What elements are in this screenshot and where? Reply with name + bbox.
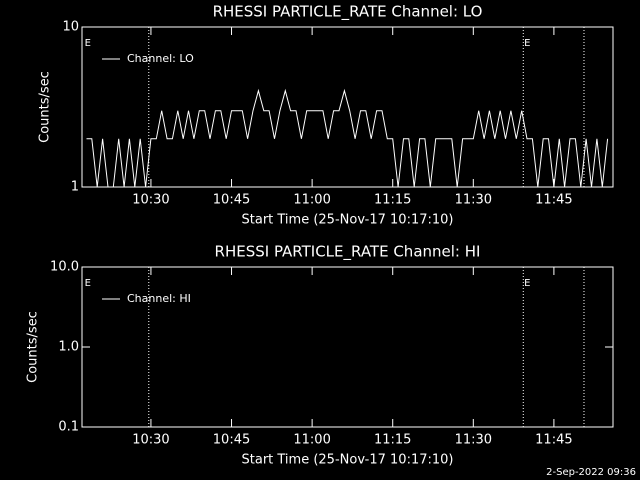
x-axis-label: Start Time (25-Nov-17 10:17:10) (242, 213, 454, 228)
plot-frame (81, 26, 614, 188)
y-axis-label: Counts/sec (26, 311, 41, 383)
annotation: E (524, 38, 530, 49)
footer: 2-Sep-2022 09:36 (546, 467, 636, 478)
chart-title: RHESSI PARTICLE_RATE Channel: LO (213, 3, 483, 22)
x-axis-label: Start Time (25-Nov-17 10:17:10) (242, 453, 454, 468)
x-tick-label: 11:15 (374, 193, 411, 208)
y-tick-label: 10.0 (50, 260, 79, 275)
x-tick-label: 10:45 (213, 433, 250, 448)
x-tick-label: 11:45 (535, 193, 572, 208)
chart-title: RHESSI PARTICLE_RATE Channel: HI (215, 243, 481, 262)
x-tick-label: 11:15 (374, 433, 411, 448)
x-tick-label: 11:30 (455, 433, 492, 448)
y-axis-label: Counts/sec (38, 71, 53, 143)
x-tick-label: 11:00 (293, 193, 330, 208)
x-tick-label: 10:30 (132, 433, 169, 448)
legend-label: Channel: HI (127, 292, 191, 305)
y-tick-label: 0.1 (58, 420, 79, 435)
legend-label: Channel: LO (127, 52, 194, 65)
x-tick-label: 11:00 (293, 433, 330, 448)
x-tick-label: 11:30 (455, 193, 492, 208)
y-tick-label: 1.0 (58, 340, 79, 355)
annotation: E (524, 278, 530, 289)
y-tick-label: 10 (62, 20, 79, 35)
y-tick-label: 1 (71, 180, 79, 195)
data-line (86, 88, 609, 188)
x-tick-label: 10:45 (213, 193, 250, 208)
annotation: E (85, 278, 91, 289)
annotation: E (85, 38, 91, 49)
x-tick-label: 10:30 (132, 193, 169, 208)
x-tick-label: 11:45 (535, 433, 572, 448)
